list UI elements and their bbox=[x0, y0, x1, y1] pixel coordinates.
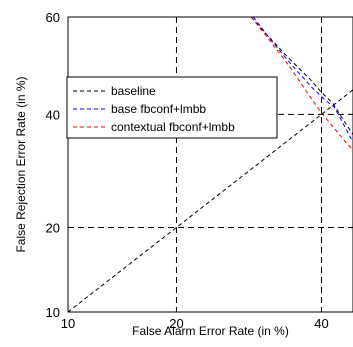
legend: baseline base fbconf+lmbb contextual fbcon… bbox=[66, 76, 278, 139]
y-tick-label-20: 20 bbox=[46, 220, 60, 235]
legend-box bbox=[66, 76, 278, 139]
x-axis-label: False Alarm Error Rate (in %) bbox=[132, 324, 289, 338]
series-line-contextual-fbconf-lmbb bbox=[250, 17, 353, 151]
tick-labels: 10 20 40 10 20 40 60 bbox=[46, 10, 329, 331]
x-tick-label-40: 40 bbox=[314, 316, 328, 331]
diagonal-reference-line bbox=[68, 89, 353, 312]
legend-label-0: baseline bbox=[111, 84, 156, 98]
y-axis-label: False Rejection Error Rate (in %) bbox=[14, 76, 28, 252]
series-lines bbox=[68, 17, 353, 312]
y-tick-label-40: 40 bbox=[46, 107, 60, 122]
plot-frame bbox=[67, 16, 353, 313]
legend-label-2: contextual fbconf+lmbb bbox=[111, 120, 235, 134]
y-tick-label-10: 10 bbox=[46, 305, 60, 320]
grid bbox=[68, 17, 353, 312]
y-tick-label-60: 60 bbox=[46, 10, 60, 25]
x-tick-label-20: 20 bbox=[169, 316, 183, 331]
x-tick-label-10: 10 bbox=[61, 316, 75, 331]
legend-label-1: base fbconf+lmbb bbox=[111, 102, 206, 116]
series-line-baseline bbox=[250, 17, 353, 135]
series-line-base-fbconf-lmbb bbox=[252, 17, 353, 143]
